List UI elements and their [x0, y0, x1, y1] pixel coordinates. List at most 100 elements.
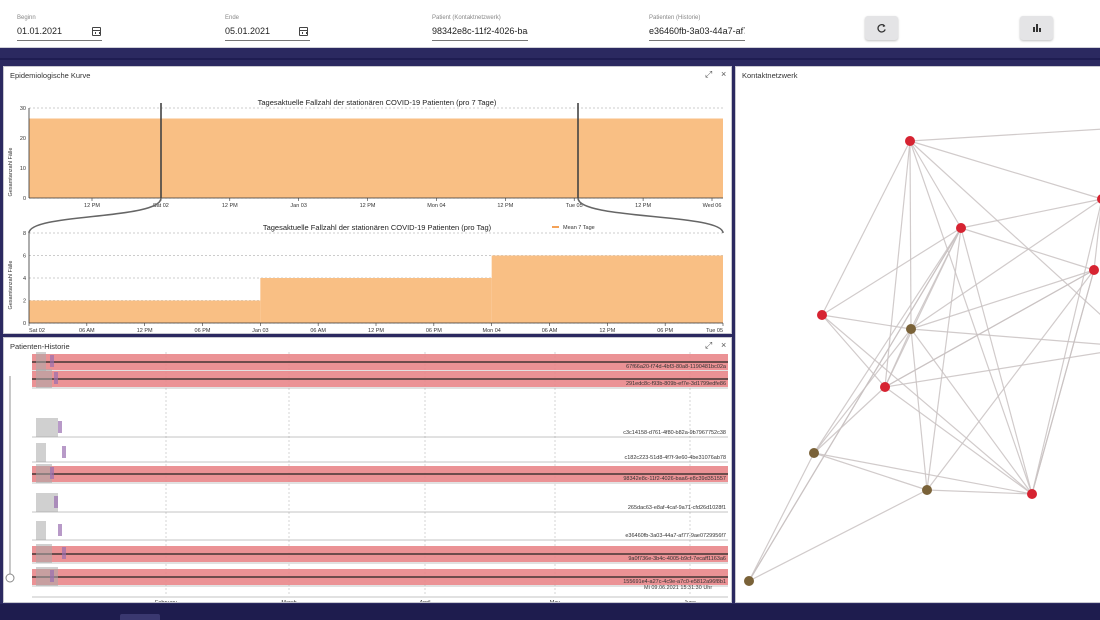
- network-edge: [909, 140, 962, 229]
- bottom-tab[interactable]: [120, 614, 160, 620]
- network-edge: [910, 199, 1100, 330]
- network-node: [817, 310, 827, 320]
- history-stay-block: [36, 464, 52, 483]
- calendar-icon[interactable]: [299, 27, 308, 36]
- history-event-marker: [62, 547, 66, 559]
- history-event-marker: [58, 421, 62, 433]
- history-patient-id: 9a0f736e-3b4c-4005-b9cf-7ecaff1163a6: [628, 556, 726, 562]
- network-panel-header: Kontaktnetzwerk: [736, 67, 1100, 83]
- network-edge: [960, 198, 1100, 229]
- history-event-marker: [62, 446, 66, 458]
- network-edge: [821, 314, 886, 388]
- chart2-xtick: Sat 02: [29, 328, 45, 334]
- chart2-xtick: 12 PM: [368, 328, 384, 334]
- network-edge: [748, 452, 815, 582]
- bar-chart-icon: [1032, 24, 1041, 32]
- patients-history-value[interactable]: e36460fb-3a03-44a7-af77: [649, 26, 745, 36]
- network-edge: [909, 140, 912, 330]
- network-edge: [884, 140, 911, 388]
- network-edge: [821, 314, 1033, 495]
- chart2-xtick: 06 PM: [657, 328, 673, 334]
- begin-date-value[interactable]: 01.01.2021: [17, 26, 63, 36]
- header-divider-line: [0, 58, 1100, 60]
- chart1-xtick: Tue 05: [566, 203, 583, 209]
- end-date-underline: [225, 40, 310, 41]
- network-edge: [926, 269, 1095, 491]
- chart1-xtick: Jan 03: [290, 203, 307, 209]
- epi-curve-panel: Epidemiologische Kurve ⤢ × Tagesaktuelle…: [3, 66, 732, 334]
- bottom-bar: [0, 604, 1100, 620]
- end-date-value[interactable]: 05.01.2021: [225, 26, 271, 36]
- network-edge: [813, 452, 1033, 495]
- network-edge: [1031, 204, 1100, 495]
- network-edge: [748, 227, 962, 582]
- expand-icon[interactable]: ⤢: [705, 340, 713, 350]
- history-stay-block: [36, 544, 52, 563]
- network-node: [880, 382, 890, 392]
- close-icon[interactable]: ×: [721, 69, 727, 79]
- calendar-icon[interactable]: [92, 27, 101, 36]
- network-node: [906, 324, 916, 334]
- chart1-xtick: 12 PM: [635, 203, 651, 209]
- history-event-marker: [54, 372, 58, 384]
- network-edge: [909, 128, 1100, 142]
- zoom-slider-handle[interactable]: [5, 573, 15, 583]
- chart1-ylabel: Gesamtanzahl Fälle: [8, 148, 14, 197]
- chart2-bar: [491, 255, 723, 323]
- focus-connector-left: [28, 197, 162, 234]
- chart2-xtick: Mon 04: [482, 328, 500, 334]
- network-node: [809, 448, 819, 458]
- contact-network-panel: Kontaktnetzwerk: [735, 66, 1100, 603]
- network-edge: [910, 328, 928, 491]
- patients-history-underline: [649, 40, 745, 41]
- chart2-ytick: 6: [23, 254, 26, 260]
- network-edge: [813, 227, 962, 454]
- network-edge: [926, 489, 1033, 495]
- chart1-xtick: Wed 06: [703, 203, 722, 209]
- history-stay-block: [36, 443, 46, 462]
- patient-contact-label: Patient (Kontaktnetzwerk): [432, 15, 501, 21]
- end-date-label: Ende: [225, 15, 240, 21]
- network-edge: [910, 269, 1095, 330]
- history-panel-title: Patienten-Historie: [10, 342, 70, 351]
- history-stay-block: [36, 567, 58, 586]
- network-edge: [884, 269, 1095, 388]
- begin-date-field[interactable]: Beginn 01.01.2021: [17, 0, 102, 48]
- history-patient-id: c182c223-51d8-4f7f-9e60-4be31076ab78: [624, 455, 726, 461]
- history-event-marker: [54, 496, 58, 508]
- history-stay-block: [36, 352, 46, 371]
- network-node: [1089, 265, 1099, 275]
- history-panel-header: Patienten-Historie: [4, 338, 731, 354]
- network-edge: [926, 227, 962, 491]
- history-stay-block: [36, 418, 58, 437]
- network-node: [905, 136, 915, 146]
- network-node: [956, 223, 966, 233]
- history-patient-id: 67f66a20-f74d-4bf3-80a8-1190481bc02a: [626, 364, 727, 370]
- refresh-button[interactable]: [865, 16, 898, 40]
- chart2-ytick: 8: [23, 231, 26, 237]
- history-patient-id: c3c14158-d761-4f80-b82a-9b7967752c38: [623, 430, 726, 436]
- network-edge: [910, 328, 1033, 495]
- chart-button[interactable]: [1020, 16, 1053, 40]
- contact-network-graph[interactable]: [736, 67, 1100, 603]
- patients-history-select[interactable]: Patienten (Historie) e36460fb-3a03-44a7-…: [649, 0, 745, 48]
- close-icon[interactable]: ×: [721, 340, 727, 350]
- history-month-label: April: [419, 600, 430, 603]
- network-edge: [821, 140, 911, 316]
- history-timestamp: Mi 09.06.2021 15:31:30 Uhr: [644, 585, 712, 591]
- history-month-label: March: [281, 600, 296, 603]
- refresh-icon: [877, 23, 886, 33]
- network-edge: [884, 386, 1033, 495]
- end-date-field[interactable]: Ende 05.01.2021: [225, 0, 310, 48]
- patient-contact-select[interactable]: Patient (Kontaktnetzwerk) 98342e8c-11f2-…: [432, 0, 528, 48]
- chart2-xtick: 12 PM: [137, 328, 153, 334]
- network-edge: [821, 227, 962, 316]
- network-edge: [909, 140, 1033, 495]
- patient-contact-value[interactable]: 98342e8c-11f2-4026-baa6: [432, 26, 528, 36]
- chart1-xtick: 12 PM: [222, 203, 238, 209]
- network-edge: [748, 489, 928, 582]
- chart1-title: Tagesaktuelle Fallzahl der stationären C…: [258, 98, 497, 107]
- history-event-marker: [58, 524, 62, 536]
- header-divider: [0, 50, 1100, 64]
- expand-icon[interactable]: ⤢: [705, 69, 713, 79]
